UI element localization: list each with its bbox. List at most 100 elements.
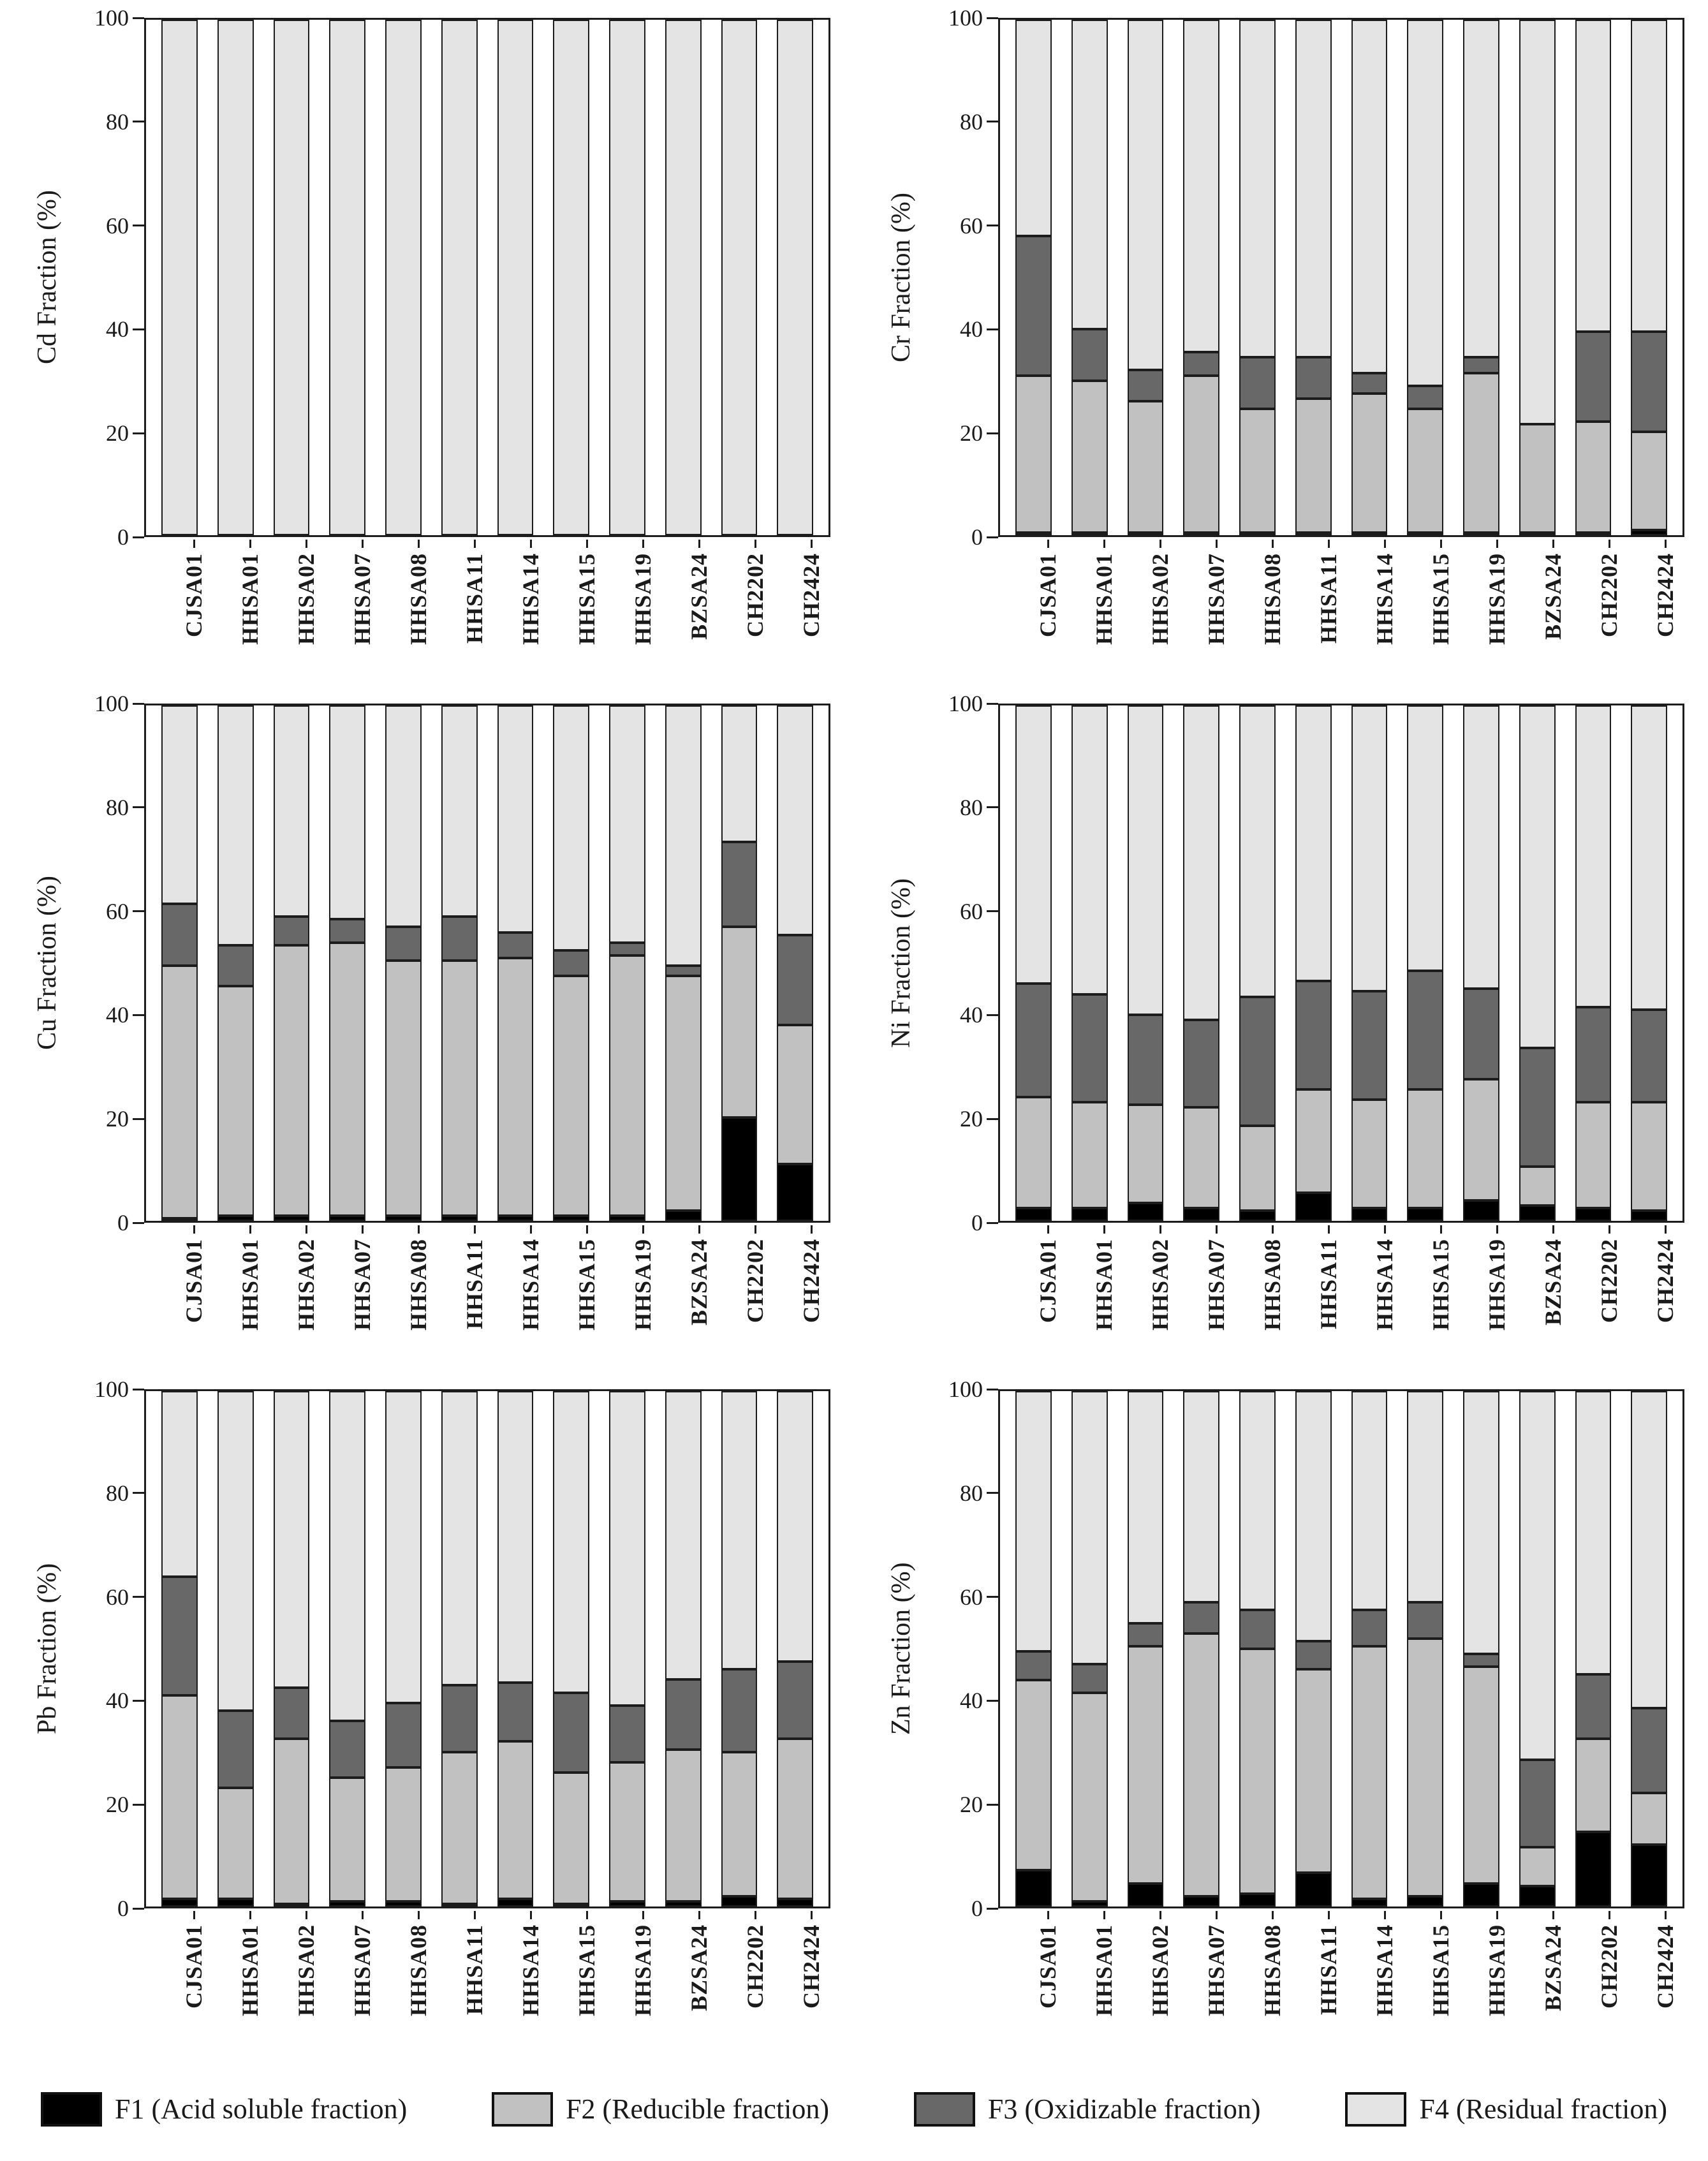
bar-group-HHSA08 [1239,1391,1276,1907]
x-tick-label: CJSA01 [181,1924,207,2009]
x-tick-mark [1103,1911,1105,1919]
bar-segment-F1 [217,1215,254,1221]
x-tick-label: HHSA14 [518,1924,543,2017]
plot-area: d [998,704,1684,1223]
x-label-cell: HHSA14 [513,1911,549,2054]
bar-segment-F2 [1295,1089,1332,1193]
x-label-cell: HHSA19 [625,1225,661,1369]
bar-group-HHSA02 [273,20,310,535]
bar-segment-F1 [1351,1207,1388,1221]
x-tick-mark [1103,1225,1105,1234]
bar-segment-F4 [1407,20,1443,386]
x-tick-label: CJSA01 [1035,1239,1061,1324]
bar-segment-F3 [1407,385,1443,409]
y-tick-mark [987,806,998,809]
y-tick-mark [987,1907,998,1910]
x-tick-mark [1664,540,1667,548]
bar-segment-F3 [721,1669,758,1752]
y-tick-label: 0 [117,524,129,550]
x-label-cell: HHSA11 [457,1911,493,2054]
bar-segment-F3 [1295,357,1332,399]
x-tick-mark [249,1225,251,1234]
x-label-cell: HHSA11 [1311,1225,1347,1369]
bar-segment-F2 [1015,1679,1052,1871]
x-tick-mark [305,540,307,548]
bar-segment-F2 [1127,1105,1164,1203]
bar-segment-F4 [217,20,254,535]
bar-segment-F2 [1239,1125,1276,1211]
bar-segment-F4 [329,1391,365,1722]
x-tick-mark [1271,1911,1274,1919]
bar-group-CH2424 [1631,1391,1667,1907]
x-tick-label: HHSA01 [237,1924,263,2017]
bar-segment-F3 [1351,372,1388,394]
y-tick-mark [987,225,998,227]
x-label-cell: CH2202 [1591,1225,1628,1369]
bar-segment-F4 [1575,20,1612,332]
bar-segment-F4 [609,1391,645,1706]
bar-segment-F3 [1127,1623,1164,1646]
x-label-cell: HHSA01 [232,1225,269,1369]
bar-segment-F2 [1351,393,1388,533]
x-labels-row: CJSA01 HHSA01 HHSA02 HHSA07 HHSA08 HHSA11 HHSA… [998,1225,1708,1369]
bar-segment-F3 [161,904,198,966]
bar-segment-F2 [1351,1100,1388,1208]
bar-segment-F3 [777,934,813,1025]
bar-group-HHSA14 [1351,705,1388,1221]
x-tick-mark [754,1911,756,1919]
x-label-cell: HHSA02 [1142,1225,1179,1369]
y-tick-label: 20 [960,1106,983,1132]
bar-group-BZSA24 [1519,20,1556,535]
x-label-cell: HHSA15 [569,1225,605,1369]
x-tick-mark [1383,1225,1386,1234]
x-label-cell: HHSA07 [1198,540,1235,683]
bar-segment-F3 [1519,1759,1556,1848]
bar-segment-F1 [217,1898,254,1907]
bar-group-HHSA11 [441,705,478,1221]
x-tick-label: HHSA11 [462,1924,487,2016]
x-label-cell: HHSA19 [625,1911,661,2054]
bar-segment-F2 [553,1772,589,1904]
x-label-cell: HHSA14 [1367,1911,1403,2054]
bar-group-HHSA15 [1407,1391,1443,1907]
bar-segment-F4 [553,705,589,950]
bar-segment-F1 [1071,532,1108,535]
bar-group-CH2202 [721,20,758,535]
bar-segment-F4 [553,20,589,535]
x-tick-mark [1215,1911,1218,1919]
bar-segment-F2 [1183,1107,1219,1208]
bar-group-BZSA24 [665,1391,702,1907]
x-tick-label: BZSA24 [1540,553,1566,640]
bar-segment-F3 [1183,1602,1219,1634]
bar-group-HHSA07 [1183,1391,1219,1907]
bar-segment-F4 [441,1391,478,1685]
bar-segment-F1 [161,1218,198,1221]
x-label-cell: CH2424 [1647,1225,1684,1369]
y-tick-label: 60 [960,898,983,924]
x-tick-mark [193,1225,195,1234]
x-tick-label: HHSA19 [1484,1239,1510,1331]
x-label-cell: HHSA15 [1423,1911,1459,2054]
bar-segment-F4 [1519,20,1556,425]
x-tick-mark [585,1911,588,1919]
x-tick-mark [810,540,813,548]
bar-segment-F1 [385,1215,422,1221]
y-tick-label: 60 [106,1584,129,1610]
x-label-cell: HHSA08 [401,1911,437,2054]
bar-segment-F4 [609,705,645,943]
bar-segment-F4 [721,20,758,535]
y-tick-label: 0 [117,1210,129,1235]
bar-segment-F4 [1239,1391,1276,1611]
bar-segment-F4 [1463,1391,1499,1655]
x-label-cell: HHSA15 [1423,1225,1459,1369]
plot-area: b [998,18,1684,537]
x-tick-mark [810,1225,813,1234]
bar-segment-F1 [1015,1207,1052,1221]
bar-segment-F3 [273,1687,310,1739]
x-tick-label: CJSA01 [181,553,207,638]
bar-segment-F2 [497,1741,534,1899]
x-tick-label: CH2202 [742,1924,768,2009]
bar-segment-F4 [1071,20,1108,329]
bar-group-HHSA08 [1239,20,1276,535]
bar-segment-F4 [273,705,310,917]
